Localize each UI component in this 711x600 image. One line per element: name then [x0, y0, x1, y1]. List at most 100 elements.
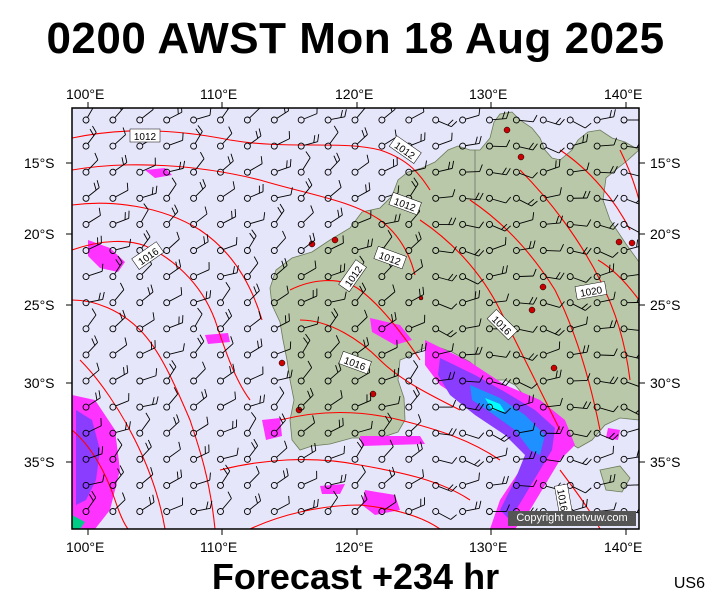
wind-barb: [297, 415, 316, 437]
wind-barb: [270, 386, 285, 411]
wind-barb: [486, 139, 511, 150]
wind-barb: [109, 337, 128, 359]
wind-barb: [512, 114, 538, 124]
wind-barb: [378, 439, 394, 463]
wind-barb: [243, 310, 262, 333]
wind-barb: [217, 181, 236, 202]
wind-barb: [459, 472, 480, 489]
wind-barb: [82, 108, 95, 124]
wind-barb: [351, 438, 365, 463]
lon-label-bottom-130: 130°E: [469, 539, 508, 555]
wind-barb: [82, 474, 105, 489]
wind-barb: [109, 465, 124, 489]
wind-barb: [217, 447, 239, 463]
wind-barb: [593, 247, 619, 258]
wind-barb: [190, 472, 211, 489]
wind-barb: [566, 344, 590, 359]
wind-barb: [486, 265, 508, 281]
wind-barb: [405, 386, 420, 411]
wind-barb: [109, 238, 132, 254]
wind-barb: [378, 311, 397, 333]
wind-barb: [512, 377, 538, 389]
wind-barb: [243, 283, 260, 307]
wind-barb: [566, 134, 589, 150]
wind-barb: [270, 187, 293, 202]
lon-label-top-110: 110°E: [200, 86, 238, 102]
lat-label-left-35: 35°S: [24, 454, 55, 470]
wind-barb: [351, 392, 372, 411]
wind-barb: [405, 342, 427, 359]
isobar-label: 1016: [554, 488, 569, 512]
wind-barb: [593, 194, 619, 202]
lat-label-right-25: 25°S: [650, 297, 681, 313]
wind-barb: [297, 316, 319, 333]
wind-barb: [351, 210, 372, 228]
wind-barb: [217, 419, 238, 437]
wind-barb: [270, 131, 291, 150]
wind-barb: [539, 116, 565, 126]
wind-barb: [136, 494, 155, 515]
wind-barb: [190, 500, 213, 515]
wind-barb: [136, 157, 156, 176]
wind-barb: [459, 429, 485, 439]
wind-barb: [432, 481, 458, 492]
wind-barb: [82, 263, 104, 281]
wind-barb: [270, 313, 290, 333]
wind-barb: [405, 286, 425, 307]
wind-barb: [163, 360, 177, 385]
isobar-label: 1012: [134, 132, 157, 143]
wind-barb: [459, 290, 481, 307]
wind-barb: [243, 156, 263, 176]
wind-barb: [486, 504, 510, 515]
wind-barb: [378, 412, 393, 437]
wind-barb: [190, 388, 208, 411]
wind-barb: [243, 256, 259, 281]
wind-barb: [324, 308, 339, 333]
wind-barb: [109, 182, 129, 202]
wind-barb: [593, 319, 617, 333]
wind-barb: [190, 361, 206, 385]
wind-barb: [217, 209, 237, 228]
wind-barb: [82, 418, 102, 437]
wind-barb: [163, 469, 183, 489]
wind-barb: [297, 151, 311, 176]
wind-barb: [593, 474, 616, 489]
wind-barb: [297, 178, 313, 202]
wind-barb: [243, 438, 259, 463]
wind-barb: [136, 467, 154, 489]
wind-barb: [217, 363, 235, 385]
wind-barb: [82, 207, 101, 228]
wind-barb: [620, 220, 639, 233]
wind-barb: [378, 494, 397, 515]
wind-barb: [324, 490, 338, 515]
wind-barb: [566, 373, 591, 385]
wind-barb: [432, 246, 457, 254]
isobar-label: 1020: [579, 285, 603, 300]
wind-barb: [432, 455, 458, 464]
wind-barb: [486, 237, 507, 254]
wind-barb: [512, 422, 536, 437]
wind-barb: [324, 263, 346, 281]
wind-barb: [217, 237, 238, 254]
wind-barb: [109, 154, 128, 176]
wind-barb: [136, 203, 149, 228]
wind-barb: [190, 108, 212, 124]
wind-barb: [163, 343, 185, 359]
wind-barb: [566, 219, 592, 228]
wind-barb: [163, 231, 180, 254]
wind-barb: [351, 182, 371, 202]
wind-barb: [566, 481, 592, 494]
wind-barb: [620, 239, 639, 254]
wind-barb: [566, 299, 592, 311]
wind-barb: [136, 396, 159, 411]
wind-barb: [512, 479, 538, 489]
wind-barb: [566, 401, 592, 411]
wind-barb: [217, 464, 231, 489]
wind-barb: [217, 126, 233, 150]
lat-label-right-15: 15°S: [650, 155, 681, 171]
lon-label-bottom-140: 140°E: [604, 539, 643, 555]
wind-barb: [163, 132, 184, 150]
wind-barb: [270, 159, 292, 176]
tasmania-landmass: [599, 465, 631, 493]
wind-barb: [243, 493, 262, 515]
